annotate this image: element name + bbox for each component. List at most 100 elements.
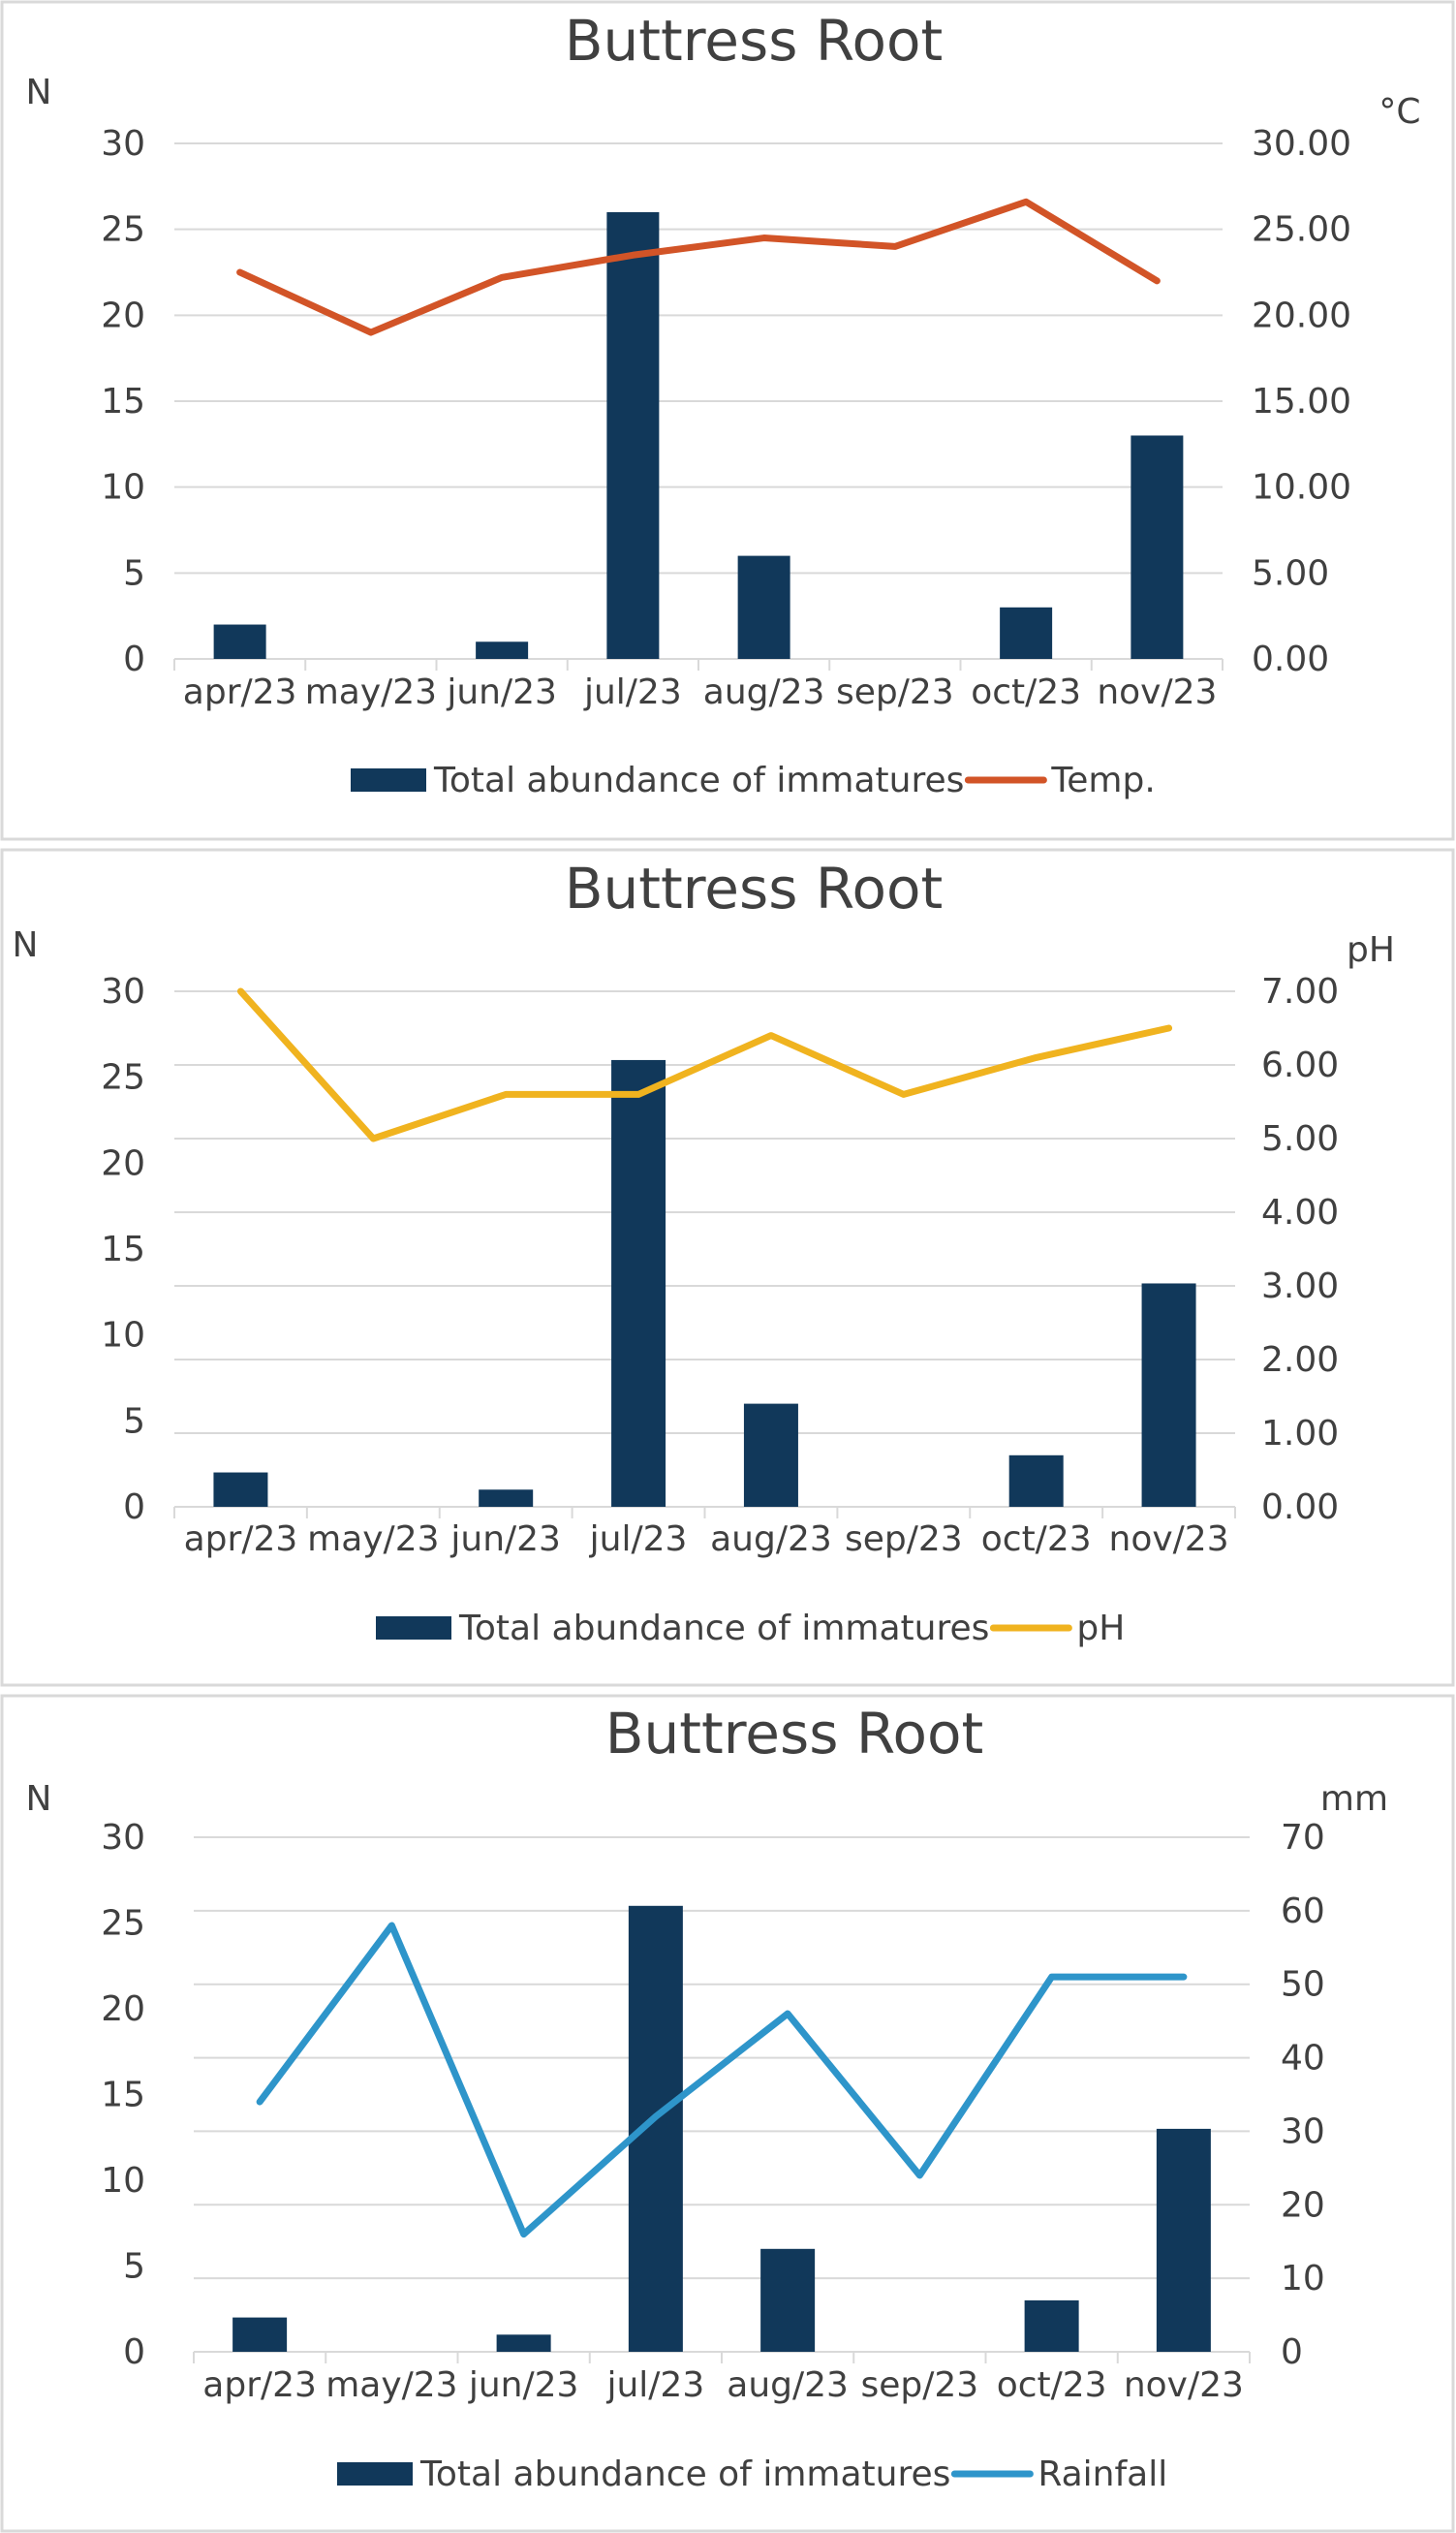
category-label: jun/23: [446, 672, 557, 712]
bar-apr-23: [232, 2317, 288, 2352]
right-tick-label: 5.00: [1252, 553, 1329, 593]
category-label: sep/23: [845, 1519, 963, 1559]
category-label: jul/23: [583, 672, 682, 712]
bar-aug-23: [737, 555, 790, 659]
right-tick-label: 3.00: [1261, 1266, 1339, 1306]
bar-oct-23: [1000, 607, 1053, 659]
right-tick-label: 30.00: [1252, 124, 1351, 164]
category-label: may/23: [305, 672, 437, 712]
series-line-temp: [236, 198, 1161, 336]
left-tick-label: 10: [101, 468, 145, 508]
left-tick-label: 0: [123, 1487, 145, 1527]
right-tick-label: 4.00: [1261, 1193, 1339, 1233]
category-label: nov/23: [1097, 672, 1217, 712]
category-label: jun/23: [449, 1519, 561, 1559]
chart-panel-1: Buttress Root 0 5 10 15 20 25 30 0.00 5.00 10.00 15…: [0, 0, 1455, 841]
left-axis-label: N: [26, 73, 52, 112]
left-tick-label: 15: [101, 2076, 145, 2115]
legend: Total abundance of immatures Rainfall: [337, 2455, 1167, 2494]
chart-title: Buttress Root: [565, 856, 944, 922]
right-tick-label: 6.00: [1261, 1046, 1339, 1085]
category-label: aug/23: [703, 672, 825, 712]
bar-oct-23: [1024, 2299, 1079, 2352]
left-tick-label: 5: [123, 1401, 145, 1441]
category-label: may/23: [307, 1519, 439, 1559]
category-label: aug/23: [727, 2365, 849, 2405]
legend-label-line: Temp.: [1050, 761, 1155, 800]
category-label: nov/23: [1109, 1519, 1229, 1559]
bar-jun-23: [479, 1489, 534, 1507]
left-axis-label: N: [26, 1779, 52, 1819]
legend-label-bar: Total abundance of immatures: [458, 1609, 989, 1648]
bar-apr-23: [213, 1472, 268, 1507]
left-tick-label: 5: [123, 553, 145, 593]
right-tick-label: 50: [1281, 1965, 1325, 2005]
legend-swatch-bar: [351, 768, 426, 792]
left-axis-label: N: [13, 925, 39, 965]
left-tick-label: 25: [101, 1058, 145, 1098]
category-label: apr/23: [202, 2365, 317, 2405]
bar-aug-23: [760, 2248, 816, 2352]
right-axis-label: °C: [1379, 92, 1420, 132]
category-label: oct/23: [997, 2365, 1107, 2405]
bar-nov-23: [1141, 1283, 1196, 1507]
legend-swatch-bar: [337, 2462, 413, 2486]
right-tick-label: 40: [1281, 2039, 1325, 2079]
right-tick-label: 10: [1281, 2259, 1325, 2298]
legend-label-line: Rainfall: [1038, 2455, 1167, 2494]
category-label: apr/23: [184, 1519, 298, 1559]
chart-panel-2: Buttress Root 0 5 10 15 20 25 30 0.00 1.00 2.00 3.0…: [0, 848, 1455, 1687]
bar-jul-23: [606, 211, 660, 659]
category-label: may/23: [325, 2365, 457, 2405]
category-label: aug/23: [710, 1519, 832, 1559]
right-tick-label: 15.00: [1252, 382, 1351, 422]
right-tick-label: 30: [1281, 2111, 1325, 2151]
bar-oct-23: [1008, 1454, 1064, 1507]
series-line-ph: [236, 987, 1173, 1142]
right-axis-label: pH: [1347, 930, 1395, 970]
right-tick-label: 2.00: [1261, 1340, 1339, 1380]
left-tick-label: 20: [101, 1143, 145, 1183]
right-tick-label: 7.00: [1261, 972, 1339, 1012]
bar-aug-23: [743, 1403, 798, 1507]
right-tick-label: 0: [1281, 2332, 1303, 2372]
chart-frame: [0, 1694, 1455, 2533]
right-tick-label: 0.00: [1261, 1487, 1339, 1527]
bar-jun-23: [476, 641, 529, 659]
chart-frame: [0, 0, 1455, 841]
left-tick-label: 10: [101, 1316, 145, 1356]
right-tick-label: 0.00: [1252, 640, 1329, 679]
right-tick-label: 25.00: [1252, 210, 1351, 250]
category-label: oct/23: [981, 1519, 1092, 1559]
left-tick-label: 10: [101, 2161, 145, 2201]
left-tick-label: 30: [101, 1818, 145, 1858]
legend: Total abundance of immatures pH: [376, 1609, 1125, 1648]
category-label: apr/23: [183, 672, 297, 712]
chart-panel-3: Buttress Root 0 5 10 15 20 25 30 0 10 20 30 40 50 60 70…: [0, 1694, 1455, 2533]
left-tick-label: 15: [101, 1230, 145, 1269]
category-label: sep/23: [836, 672, 954, 712]
legend-label-bar: Total abundance of immatures: [419, 2455, 950, 2494]
left-tick-label: 20: [101, 1989, 145, 2029]
left-tick-label: 0: [123, 2332, 145, 2372]
left-tick-label: 25: [101, 210, 145, 250]
right-tick-label: 20: [1281, 2185, 1325, 2225]
right-tick-label: 10.00: [1252, 468, 1351, 508]
right-tick-label: 60: [1281, 1892, 1325, 1931]
right-tick-label: 20.00: [1252, 296, 1351, 335]
left-tick-label: 20: [101, 296, 145, 335]
bar-jun-23: [496, 2334, 551, 2352]
category-label: oct/23: [971, 672, 1081, 712]
category-label: jun/23: [468, 2365, 579, 2405]
right-tick-label: 70: [1281, 1818, 1325, 1858]
bar-apr-23: [213, 624, 266, 659]
left-tick-label: 30: [101, 124, 145, 164]
bar-nov-23: [1131, 435, 1184, 659]
bar-nov-23: [1156, 2128, 1211, 2352]
chart-frame: [0, 848, 1455, 1687]
category-label: sep/23: [861, 2365, 979, 2405]
category-label: jul/23: [589, 1519, 688, 1559]
left-tick-label: 25: [101, 1904, 145, 1944]
right-tick-label: 5.00: [1261, 1119, 1339, 1159]
category-label: jul/23: [605, 2365, 704, 2405]
